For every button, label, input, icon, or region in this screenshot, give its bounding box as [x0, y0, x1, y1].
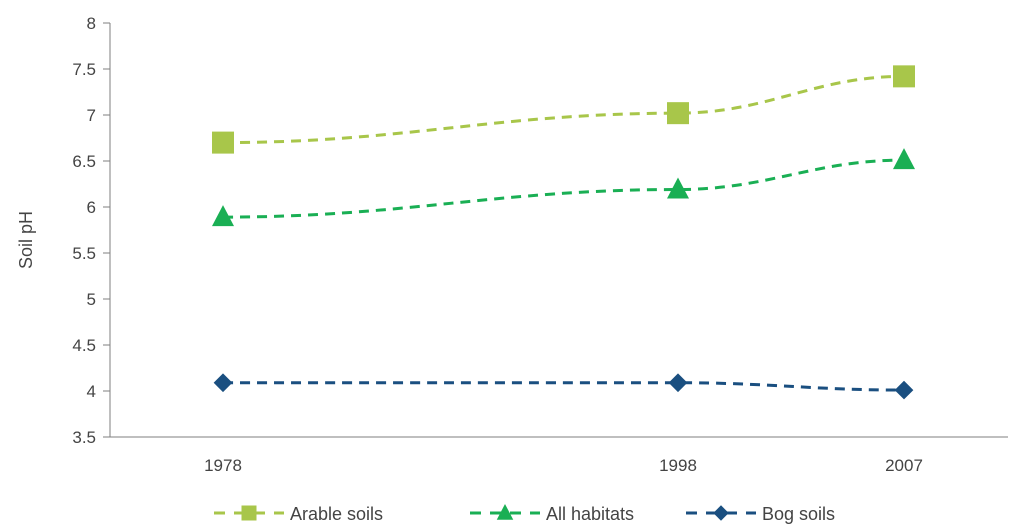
legend-item: Bog soils: [686, 504, 835, 524]
legend-marker-square: [241, 505, 257, 521]
legend-marker-diamond: [713, 505, 729, 521]
series-0: [212, 65, 915, 154]
data-point-diamond: [213, 373, 233, 393]
x-axis-ticks: 1978 1998 2007: [204, 456, 923, 475]
data-point-triangle: [212, 205, 234, 227]
y-axis-title: Soil pH: [16, 211, 36, 269]
data-point-square: [893, 65, 915, 88]
x-tick-label: 1978: [204, 456, 242, 475]
y-tick-label: 6: [87, 198, 96, 217]
legend-item: All habitats: [470, 504, 634, 524]
data-point-triangle: [893, 148, 915, 170]
legend-marker-triangle: [496, 504, 514, 520]
series-1: [212, 148, 915, 227]
y-tick-label: 8: [87, 14, 96, 33]
y-axis-ticks: 3.5 4 4.5 5 5.5 6 6.5 7 7.5 8: [72, 14, 110, 447]
y-tick-label: 7: [87, 106, 96, 125]
data-point-square: [667, 102, 689, 125]
legend: Arable soils All habitats Bog soils: [214, 504, 835, 524]
x-tick-label: 1998: [659, 456, 697, 475]
y-tick-label: 5: [87, 290, 96, 309]
y-tick-label: 6.5: [72, 152, 96, 171]
series-line: [222, 158, 905, 219]
y-tick-label: 4: [87, 382, 96, 401]
data-point-square: [212, 131, 234, 154]
series-layer: [212, 65, 915, 400]
series-line: [222, 74, 905, 145]
data-point-diamond: [894, 380, 914, 400]
legend-label: Arable soils: [290, 504, 383, 524]
data-point-triangle: [667, 177, 689, 199]
x-tick-label: 2007: [885, 456, 923, 475]
y-tick-label: 7.5: [72, 60, 96, 79]
series-line: [222, 381, 905, 392]
y-tick-label: 5.5: [72, 244, 96, 263]
y-tick-label: 4.5: [72, 336, 96, 355]
data-point-diamond: [668, 373, 688, 393]
legend-label: All habitats: [546, 504, 634, 524]
legend-label: Bog soils: [762, 504, 835, 524]
series-2: [213, 373, 914, 400]
y-tick-label: 3.5: [72, 428, 96, 447]
legend-item: Arable soils: [214, 504, 383, 524]
